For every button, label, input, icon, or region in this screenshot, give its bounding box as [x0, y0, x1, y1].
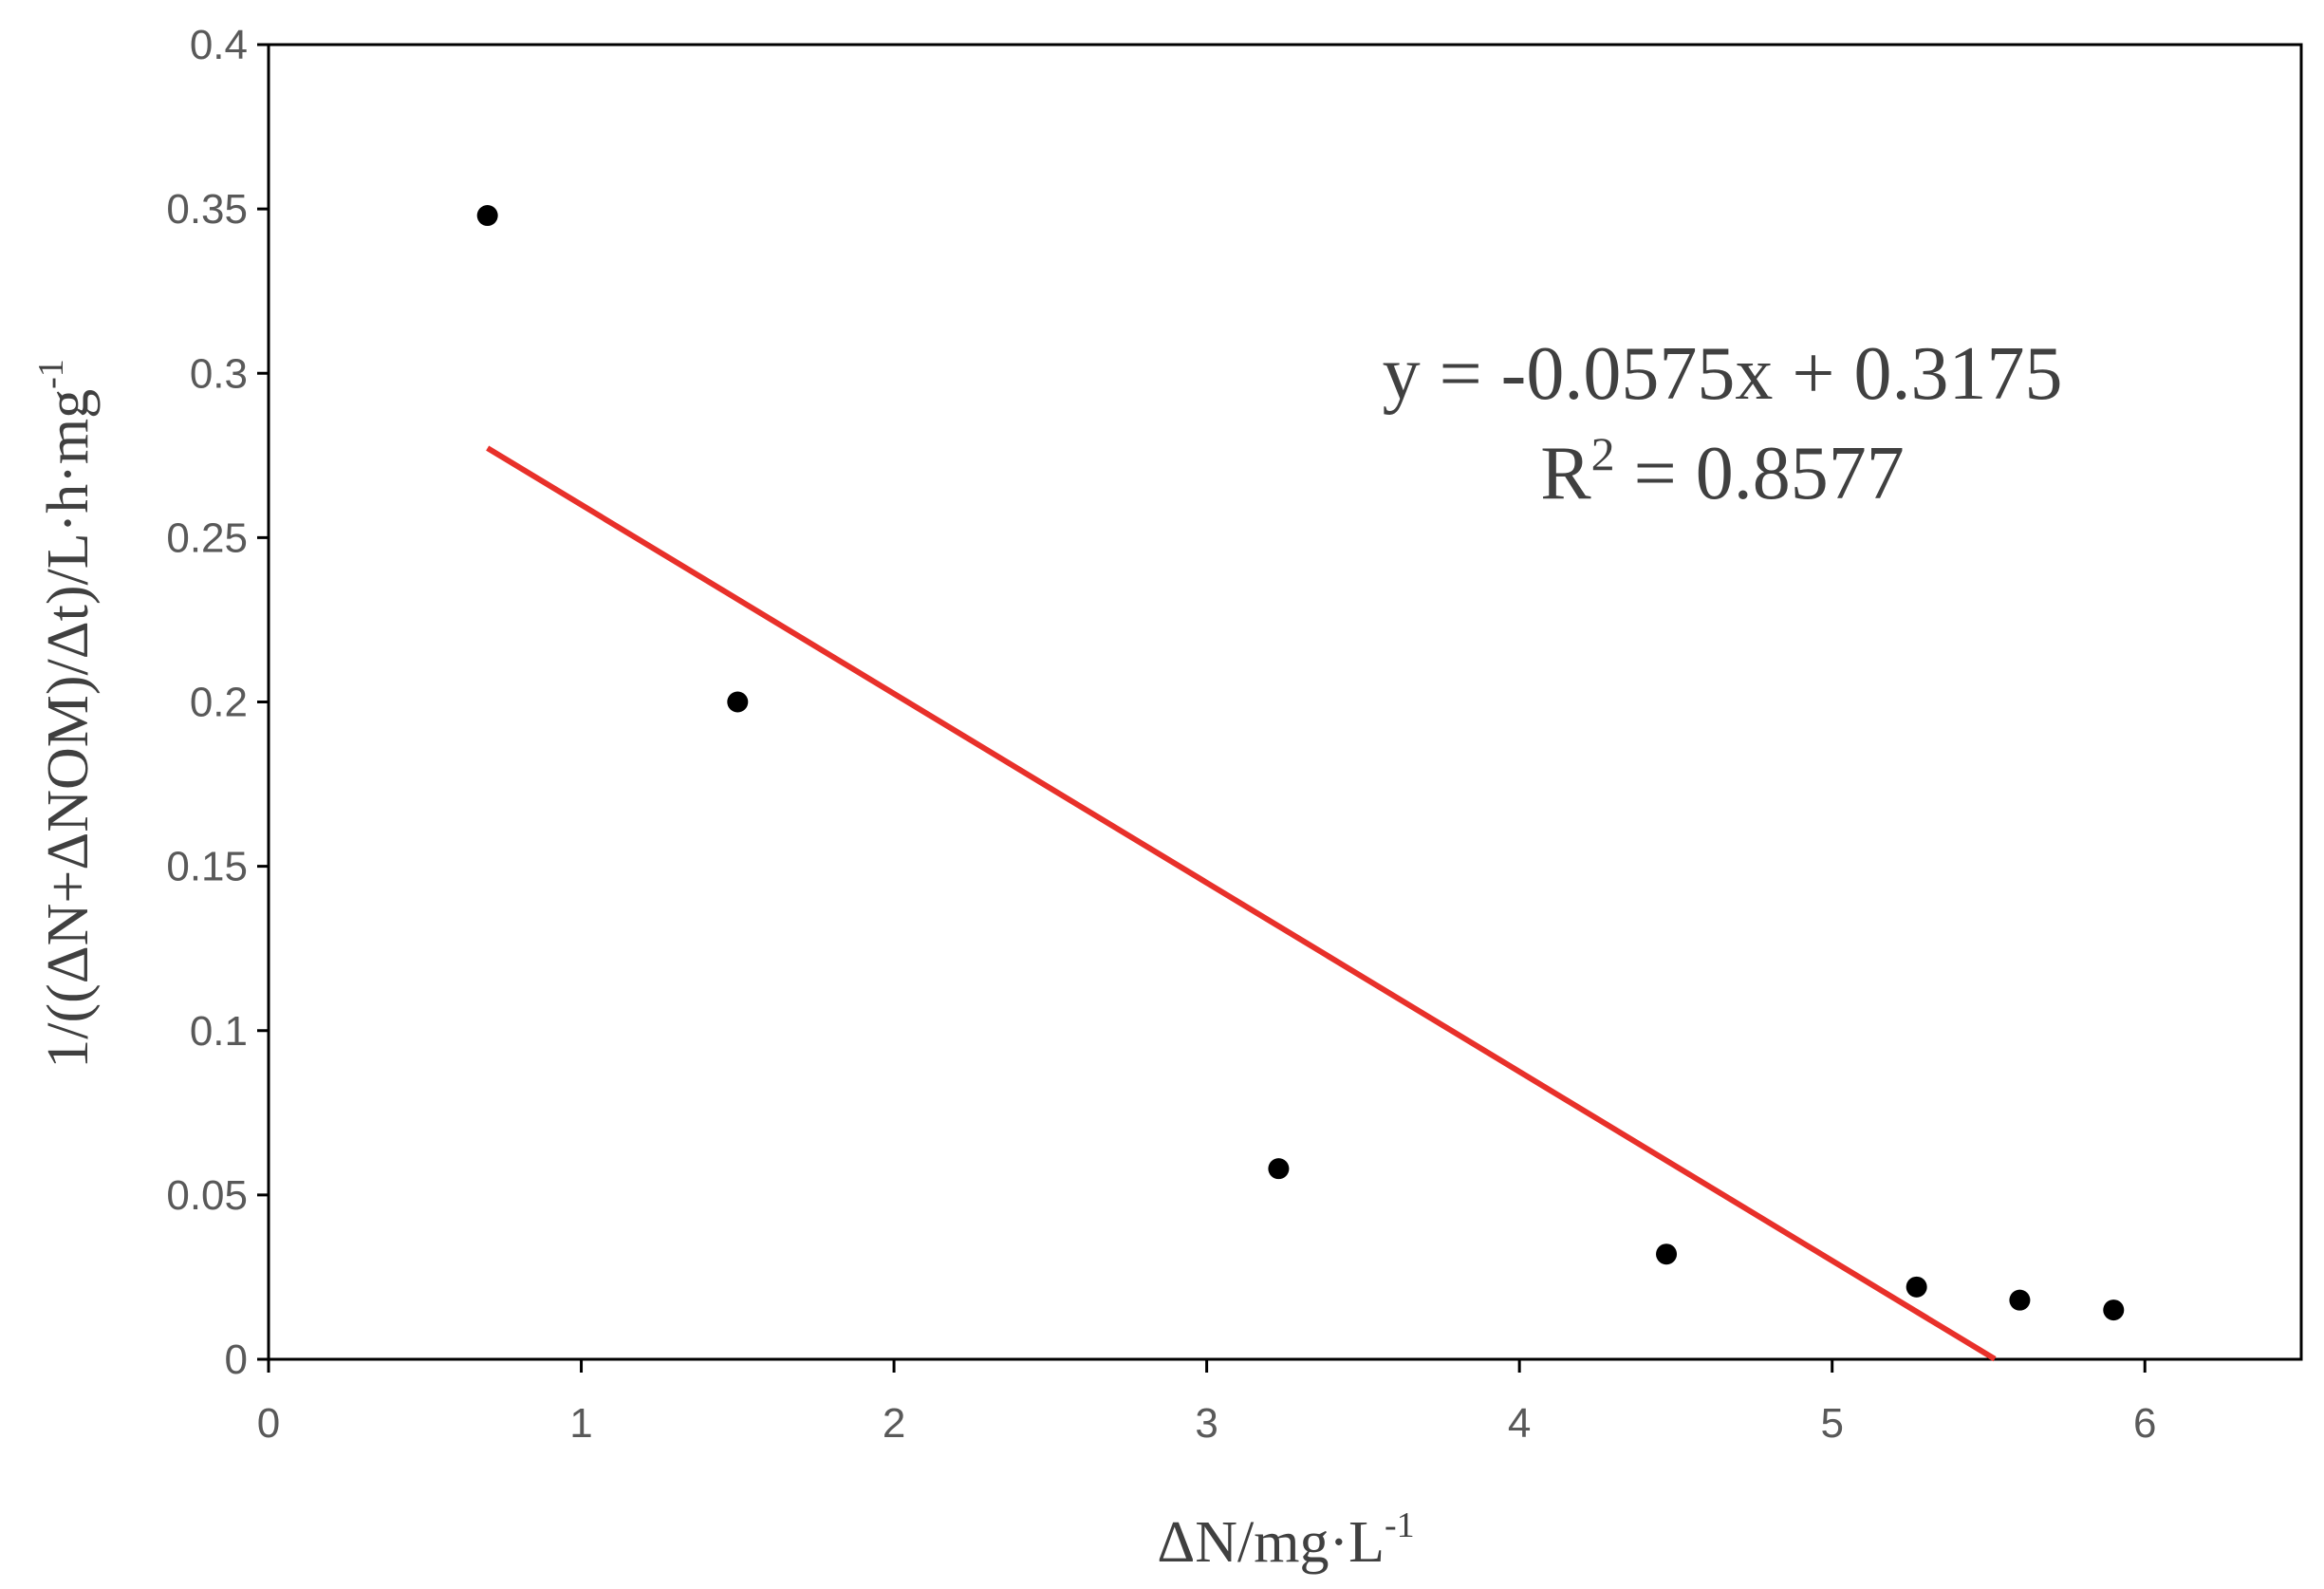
data-point [1656, 1243, 1678, 1265]
y-tick-label: 0.4 [190, 22, 248, 68]
y-tick-label: 0.15 [166, 844, 248, 890]
x-tick-label: 6 [2133, 1400, 2156, 1447]
data-point [1906, 1276, 1927, 1298]
y-axis-label: 1/((ΔN+ΔNOM)/Δt)/L·h·mg-1 [31, 359, 101, 1069]
trendline [486, 445, 1997, 1362]
r-squared-superscript: 2 [1591, 427, 1615, 480]
x-axis-ticks: 0 1 2 3 4 5 6 [257, 1359, 2156, 1447]
x-tick-label: 5 [1820, 1400, 1843, 1447]
y-tick-label: 0.35 [166, 186, 248, 233]
y-tick-label: 0 [225, 1337, 248, 1383]
r-squared-annotation: R2 = 0.8577 [1540, 427, 1904, 515]
y-axis-label-base: 1/((ΔN+ΔNOM)/Δt)/L·h·mg [36, 389, 101, 1069]
x-axis-label: ΔN/mg·L-1 [1157, 1505, 1414, 1575]
y-tick-label: 0.25 [166, 514, 248, 561]
y-axis-label-superscript: -1 [31, 359, 71, 389]
x-axis-label-superscript: -1 [1385, 1505, 1415, 1545]
data-point [1268, 1158, 1290, 1180]
data-point [2009, 1289, 2031, 1311]
x-axis-label-base: ΔN/mg·L [1157, 1510, 1385, 1575]
x-tick-label: 2 [883, 1400, 905, 1447]
y-tick-label: 0.2 [190, 680, 248, 726]
y-tick-label: 0.3 [190, 350, 248, 397]
x-tick-label: 4 [1508, 1400, 1531, 1447]
x-tick-label: 1 [569, 1400, 592, 1447]
equation-annotation: y = -0.0575x + 0.3175 [1383, 332, 2063, 416]
data-point [727, 691, 749, 713]
x-tick-label: 0 [257, 1400, 280, 1447]
r-squared-value: = 0.8577 [1615, 432, 1905, 515]
y-tick-label: 0.05 [166, 1172, 248, 1219]
y-axis-ticks: 0 0.05 0.1 0.15 0.2 0.25 0.3 0.35 0.4 [166, 22, 269, 1383]
data-points [476, 205, 2125, 1321]
y-tick-label: 0.1 [190, 1008, 248, 1055]
x-tick-label: 3 [1195, 1400, 1218, 1447]
r-squared-prefix: R [1540, 432, 1591, 515]
data-point [476, 205, 498, 227]
data-point [2103, 1299, 2125, 1321]
trendline-group [486, 445, 1997, 1362]
